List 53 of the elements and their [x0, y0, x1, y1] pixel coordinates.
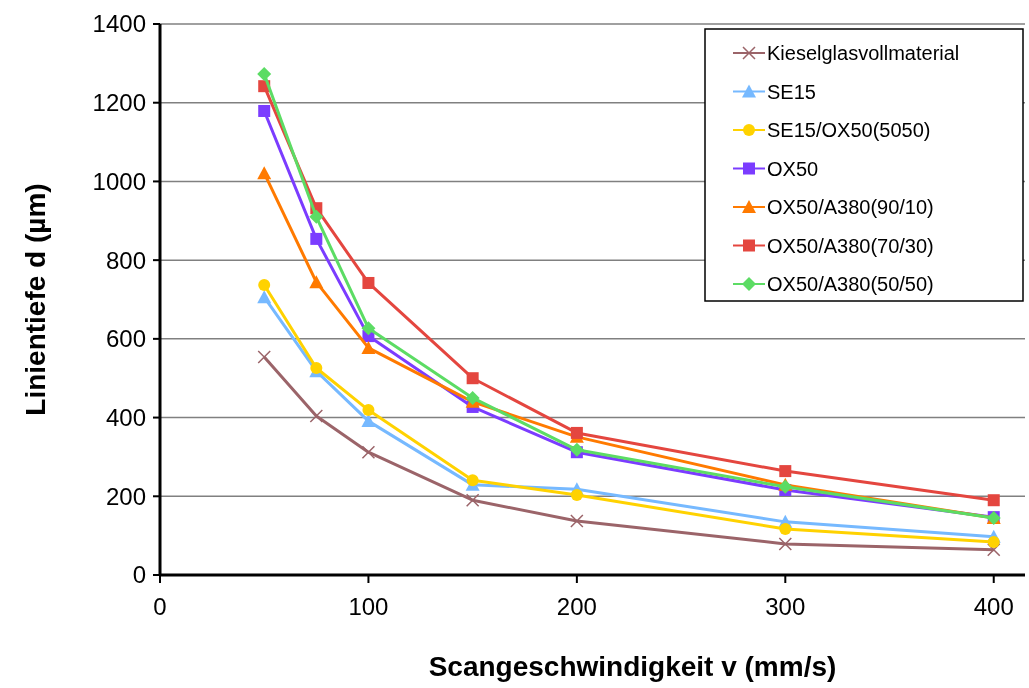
y-tick-label: 600 [105, 325, 146, 353]
point [362, 404, 375, 417]
legend-label: SE15/OX50(5050) [767, 119, 931, 141]
point [258, 104, 271, 117]
x-tick-label: 200 [556, 593, 597, 620]
point [466, 372, 479, 385]
point [361, 445, 376, 459]
point [310, 232, 323, 245]
y-tick-label: 0 [132, 561, 146, 589]
point [361, 340, 376, 354]
point [779, 522, 792, 535]
point [310, 361, 323, 374]
legend-label: OX50/A380(90/10) [767, 196, 934, 218]
legend-label: Kieselglasvollmaterial [767, 42, 960, 64]
point [361, 321, 376, 336]
y-tick-label: 1000 [92, 167, 146, 195]
point [257, 290, 272, 304]
point [257, 66, 272, 81]
point [465, 390, 480, 405]
point [570, 489, 583, 502]
legend-label: SE15 [767, 80, 816, 103]
point [361, 414, 376, 428]
x-tick-label: 400 [973, 593, 1014, 620]
point [257, 166, 272, 180]
legend-label: OX50 [767, 157, 819, 180]
point [309, 275, 324, 289]
y-axis-title: Linientiefe d (µm) [20, 183, 51, 416]
x-tick-label: 300 [765, 593, 806, 620]
point [986, 543, 1001, 557]
point [779, 465, 792, 478]
point [987, 535, 1000, 548]
x-tick-label: 0 [153, 593, 167, 620]
point [309, 209, 324, 224]
y-tick-label: 800 [105, 246, 146, 274]
legend-label: OX50/A380(50/50) [767, 273, 934, 295]
point [570, 426, 583, 439]
legend-label: OX50/A380(70/30) [767, 234, 934, 257]
y-tick-label: 1400 [92, 10, 146, 38]
point [466, 474, 479, 487]
y-tick-label: 200 [105, 482, 146, 510]
point [362, 276, 375, 289]
point [778, 537, 793, 551]
y-tick-label: 1200 [92, 89, 146, 117]
point [569, 442, 584, 457]
x-tick-label: 100 [348, 593, 389, 620]
point [570, 514, 584, 528]
point [987, 494, 1000, 507]
point [257, 350, 271, 364]
point [309, 409, 324, 423]
point [258, 278, 271, 291]
x-axis-title: Scangeschwindigkeit v (mm/s) [428, 651, 837, 682]
y-tick-label: 400 [105, 403, 146, 431]
point [465, 493, 480, 507]
